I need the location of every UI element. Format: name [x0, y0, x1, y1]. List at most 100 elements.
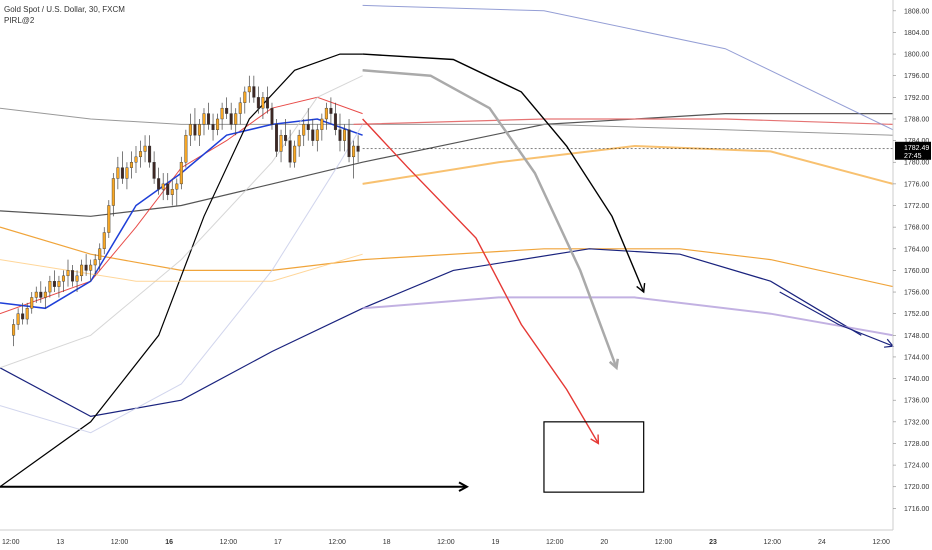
candle-body	[234, 113, 238, 125]
candle-body	[333, 113, 337, 130]
candles	[12, 75, 360, 347]
indicator-line	[353, 118, 894, 125]
candle-body	[352, 145, 356, 158]
forecast-arrow	[362, 69, 618, 369]
x-tick-label: 12:00	[2, 539, 20, 546]
candle-body	[284, 135, 288, 141]
x-tick-label: 18	[383, 539, 391, 546]
target-box[interactable]	[543, 421, 645, 493]
indicator-label: PIRL@2	[4, 16, 35, 25]
x-tick-label: 12:00	[328, 539, 346, 546]
candle-body	[311, 129, 315, 141]
candle-body	[216, 118, 220, 130]
y-tick-label: 1768.00	[904, 225, 929, 232]
y-tick-label: 1772.00	[904, 203, 929, 210]
arrow-head	[636, 283, 646, 294]
candle-body	[116, 167, 120, 179]
candle-body	[275, 124, 279, 152]
candle-body	[320, 118, 324, 130]
candle-body	[80, 264, 84, 277]
candle-body	[134, 156, 138, 163]
candle-body	[12, 324, 16, 336]
y-tick-label: 1744.00	[904, 354, 929, 361]
candle-body	[261, 97, 265, 109]
candle-body	[89, 264, 93, 271]
y-tick-label: 1764.00	[904, 246, 929, 253]
candle-body	[34, 291, 38, 298]
y-tick-label: 1760.00	[904, 268, 929, 275]
candle-body	[324, 107, 328, 120]
candle-body	[238, 102, 242, 114]
y-axis[interactable]: 1716.00 1720.00 1724.00 1728.00 1732.00 1736.…	[892, 0, 929, 530]
arrow-head	[608, 358, 620, 371]
candle-body	[75, 275, 79, 282]
forecast-arrow	[779, 291, 894, 347]
candle-body	[293, 145, 297, 163]
x-tick-label: 12:00	[220, 539, 238, 546]
y-tick-label: 1808.00	[904, 8, 929, 15]
symbol-title: Gold Spot / U.S. Dollar, 30, FXCM	[4, 5, 125, 14]
y-tick-label: 1804.00	[904, 30, 929, 37]
candle-body	[52, 281, 56, 287]
candle-body	[170, 189, 174, 195]
candle-body	[347, 129, 351, 158]
candle-body	[179, 162, 183, 185]
candle-body	[211, 124, 215, 130]
candle-body	[111, 178, 115, 206]
x-tick-label: 23	[709, 539, 717, 546]
x-tick-label: 12:00	[764, 539, 782, 546]
forecast-arrow	[362, 53, 645, 293]
indicator-line	[0, 226, 894, 288]
candle-body	[39, 291, 43, 298]
indicator-line	[0, 113, 893, 217]
indicator-line	[362, 296, 894, 337]
chart-legend: Gold Spot / U.S. Dollar, 30, FXCM PIRL@2	[4, 4, 125, 26]
y-tick-label: 1800.00	[904, 52, 929, 59]
candle-body	[161, 183, 165, 190]
forecast-arrows	[0, 53, 895, 492]
candle-body	[107, 205, 111, 233]
y-tick-label: 1736.00	[904, 398, 929, 405]
candle-body	[57, 281, 61, 287]
y-tick-label: 1792.00	[904, 95, 929, 102]
y-tick-label: 1776.00	[904, 181, 929, 188]
candle-body	[93, 259, 97, 266]
x-tick-label: 17	[274, 539, 282, 546]
indicator-line	[0, 75, 363, 369]
candle-body	[125, 167, 129, 179]
x-tick-label: 16	[165, 539, 173, 546]
y-tick-label: 1720.00	[904, 484, 929, 491]
candle-body	[184, 135, 188, 163]
indicator-line	[0, 248, 862, 418]
candle-body	[193, 124, 197, 136]
candle-body	[71, 270, 75, 282]
candle-body	[315, 129, 319, 141]
y-tick-label: 1748.00	[904, 333, 929, 340]
y-tick-label: 1716.00	[904, 506, 929, 513]
candle-body	[143, 145, 147, 152]
candle-body	[166, 183, 170, 195]
candle-body	[43, 291, 47, 298]
y-tick-label: 1756.00	[904, 290, 929, 297]
last-price-value: 1782.49	[904, 145, 929, 152]
candle-body	[175, 183, 179, 190]
last-price-label-bg	[895, 141, 931, 160]
candle-body	[129, 162, 133, 168]
candle-body	[157, 178, 161, 190]
candle-body	[270, 107, 274, 125]
candle-body	[265, 97, 269, 109]
candle-body	[225, 107, 229, 114]
indicator-line	[362, 144, 894, 185]
candle-body	[329, 107, 333, 114]
x-tick-label: 13	[56, 539, 64, 546]
x-axis[interactable]: 12:00 13 12:00 16 12:00 17 12:00 18 12:00 19 12:00…	[0, 529, 893, 546]
candle-body	[207, 113, 211, 125]
x-tick-label: 19	[492, 539, 500, 546]
candle-body	[120, 167, 124, 179]
indicator-lines	[0, 4, 894, 488]
candle-body	[343, 129, 347, 141]
x-tick-label: 12:00	[872, 539, 890, 546]
x-tick-label: 20	[600, 539, 608, 546]
indicator-line	[0, 124, 364, 434]
